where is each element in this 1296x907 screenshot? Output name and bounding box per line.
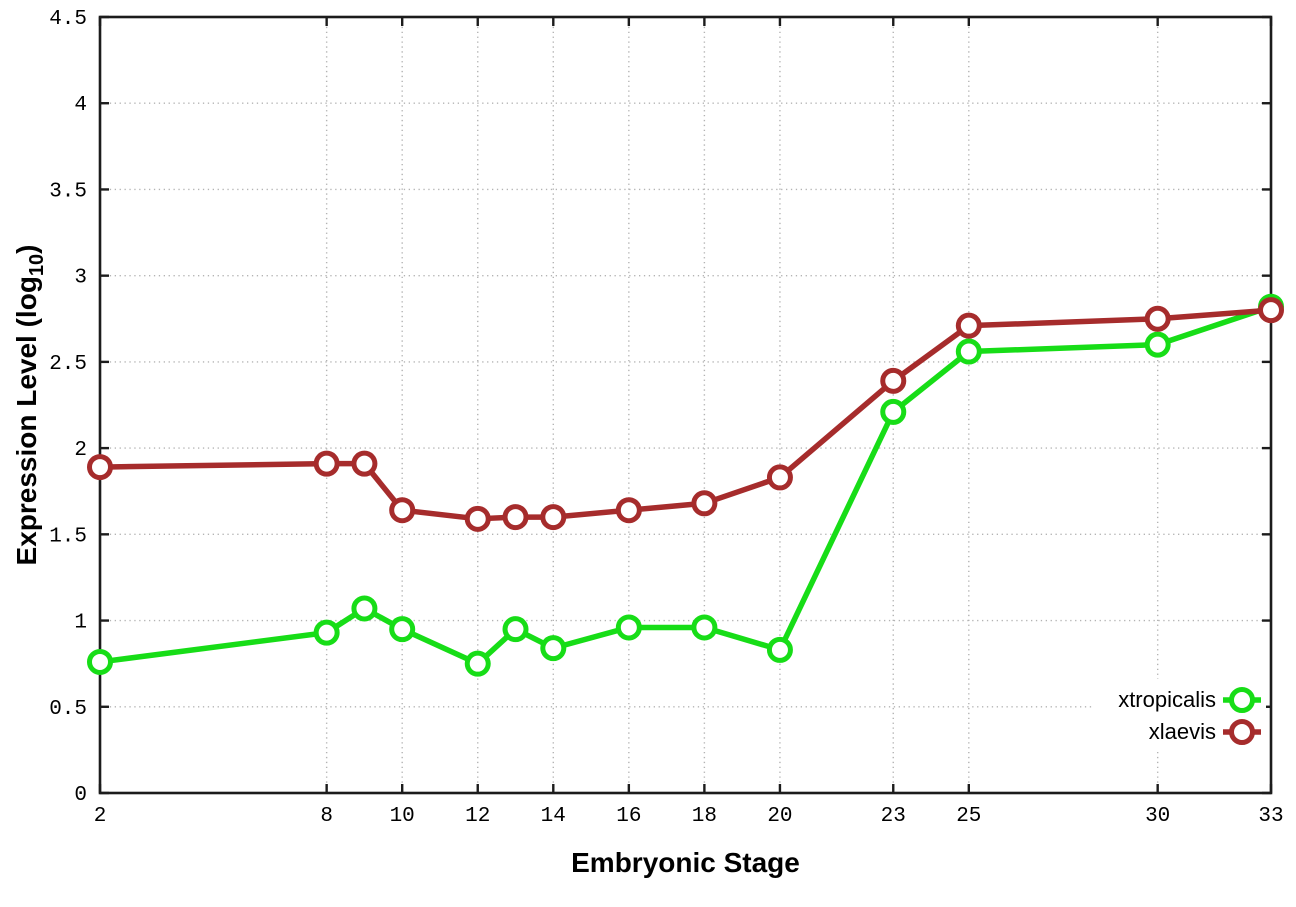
tick-label-layer: 2 8 10 12 14 16 18 20 23 25 30 33 0 0.5 1 1.5 2 2.5 3 3.5 4 4… <box>49 8 1283 828</box>
x-tick-label: 16 <box>616 805 641 828</box>
data-point-xtropicalis <box>313 619 340 646</box>
data-point-xtropicalis <box>351 595 378 622</box>
data-point-xtropicalis <box>615 614 642 641</box>
data-point-xlaevis <box>880 367 907 394</box>
y-tick-label: 2.5 <box>49 353 87 376</box>
data-point-xlaevis <box>1144 305 1171 332</box>
y-tick-label: 3.5 <box>49 180 87 203</box>
y-tick-label: 1.5 <box>49 525 87 548</box>
y-tick-label: 0 <box>74 784 87 807</box>
x-axis-title: Embryonic Stage <box>571 847 800 878</box>
x-tick-label: 10 <box>390 805 415 828</box>
data-point-xlaevis <box>502 504 529 531</box>
y-tick-label: 0.5 <box>49 698 87 721</box>
data-point-xlaevis <box>1258 297 1284 324</box>
grid-layer <box>100 17 1271 793</box>
data-point-xlaevis <box>766 464 793 491</box>
plot-border <box>98 15 1273 795</box>
y-tick-label: 2 <box>74 439 87 462</box>
legend-marker-xlaevis <box>1229 719 1255 745</box>
x-tick-label: 12 <box>465 805 490 828</box>
y-tick-label: 4.5 <box>49 8 87 31</box>
y-tick-label: 4 <box>74 94 87 117</box>
data-point-xtropicalis <box>389 616 416 643</box>
data-point-xtropicalis <box>880 398 907 425</box>
legend-label-xlaevis: xlaevis <box>1149 719 1216 744</box>
series-layer <box>87 293 1284 677</box>
data-point-xtropicalis <box>1144 331 1171 358</box>
tick-layer <box>98 15 1273 795</box>
data-point-xtropicalis <box>502 616 529 643</box>
data-point-xlaevis <box>87 454 113 481</box>
series-line-xtropicalis <box>97 303 1274 667</box>
data-point-xtropicalis <box>691 614 718 641</box>
legend-layer: xtropicalis xlaevis <box>1094 679 1266 751</box>
x-tick-label: 23 <box>881 805 906 828</box>
axis-title-layer: Embryonic Stage Expression Level (log10) <box>11 245 800 879</box>
data-point-xtropicalis <box>955 338 982 365</box>
x-tick-label: 25 <box>956 805 981 828</box>
data-point-xlaevis <box>540 504 567 531</box>
y-axis-title: Expression Level (log10) <box>11 245 48 566</box>
x-tick-label: 30 <box>1145 805 1170 828</box>
y-tick-label: 3 <box>74 267 87 290</box>
x-tick-label: 33 <box>1258 805 1283 828</box>
x-tick-label: 8 <box>320 805 333 828</box>
data-point-xtropicalis <box>464 650 491 677</box>
x-tick-label: 14 <box>541 805 566 828</box>
x-tick-label: 2 <box>94 805 107 828</box>
x-tick-label: 18 <box>692 805 717 828</box>
data-point-xlaevis <box>389 497 416 524</box>
legend-label-xtropicalis: xtropicalis <box>1118 687 1216 712</box>
data-point-xtropicalis <box>540 635 567 662</box>
data-point-xlaevis <box>464 505 491 532</box>
frame-layer <box>98 15 1273 795</box>
data-point-xlaevis <box>313 450 340 477</box>
x-tick-label: 20 <box>767 805 792 828</box>
series-line-xlaevis <box>97 307 1274 522</box>
data-point-xlaevis <box>955 312 982 339</box>
data-point-xtropicalis <box>87 648 113 675</box>
data-point-xtropicalis <box>766 636 793 663</box>
data-point-xlaevis <box>351 450 378 477</box>
data-point-xlaevis <box>615 497 642 524</box>
data-point-xlaevis <box>691 490 718 517</box>
y-tick-label: 1 <box>74 612 87 635</box>
legend-marker-xtropicalis <box>1229 687 1255 713</box>
